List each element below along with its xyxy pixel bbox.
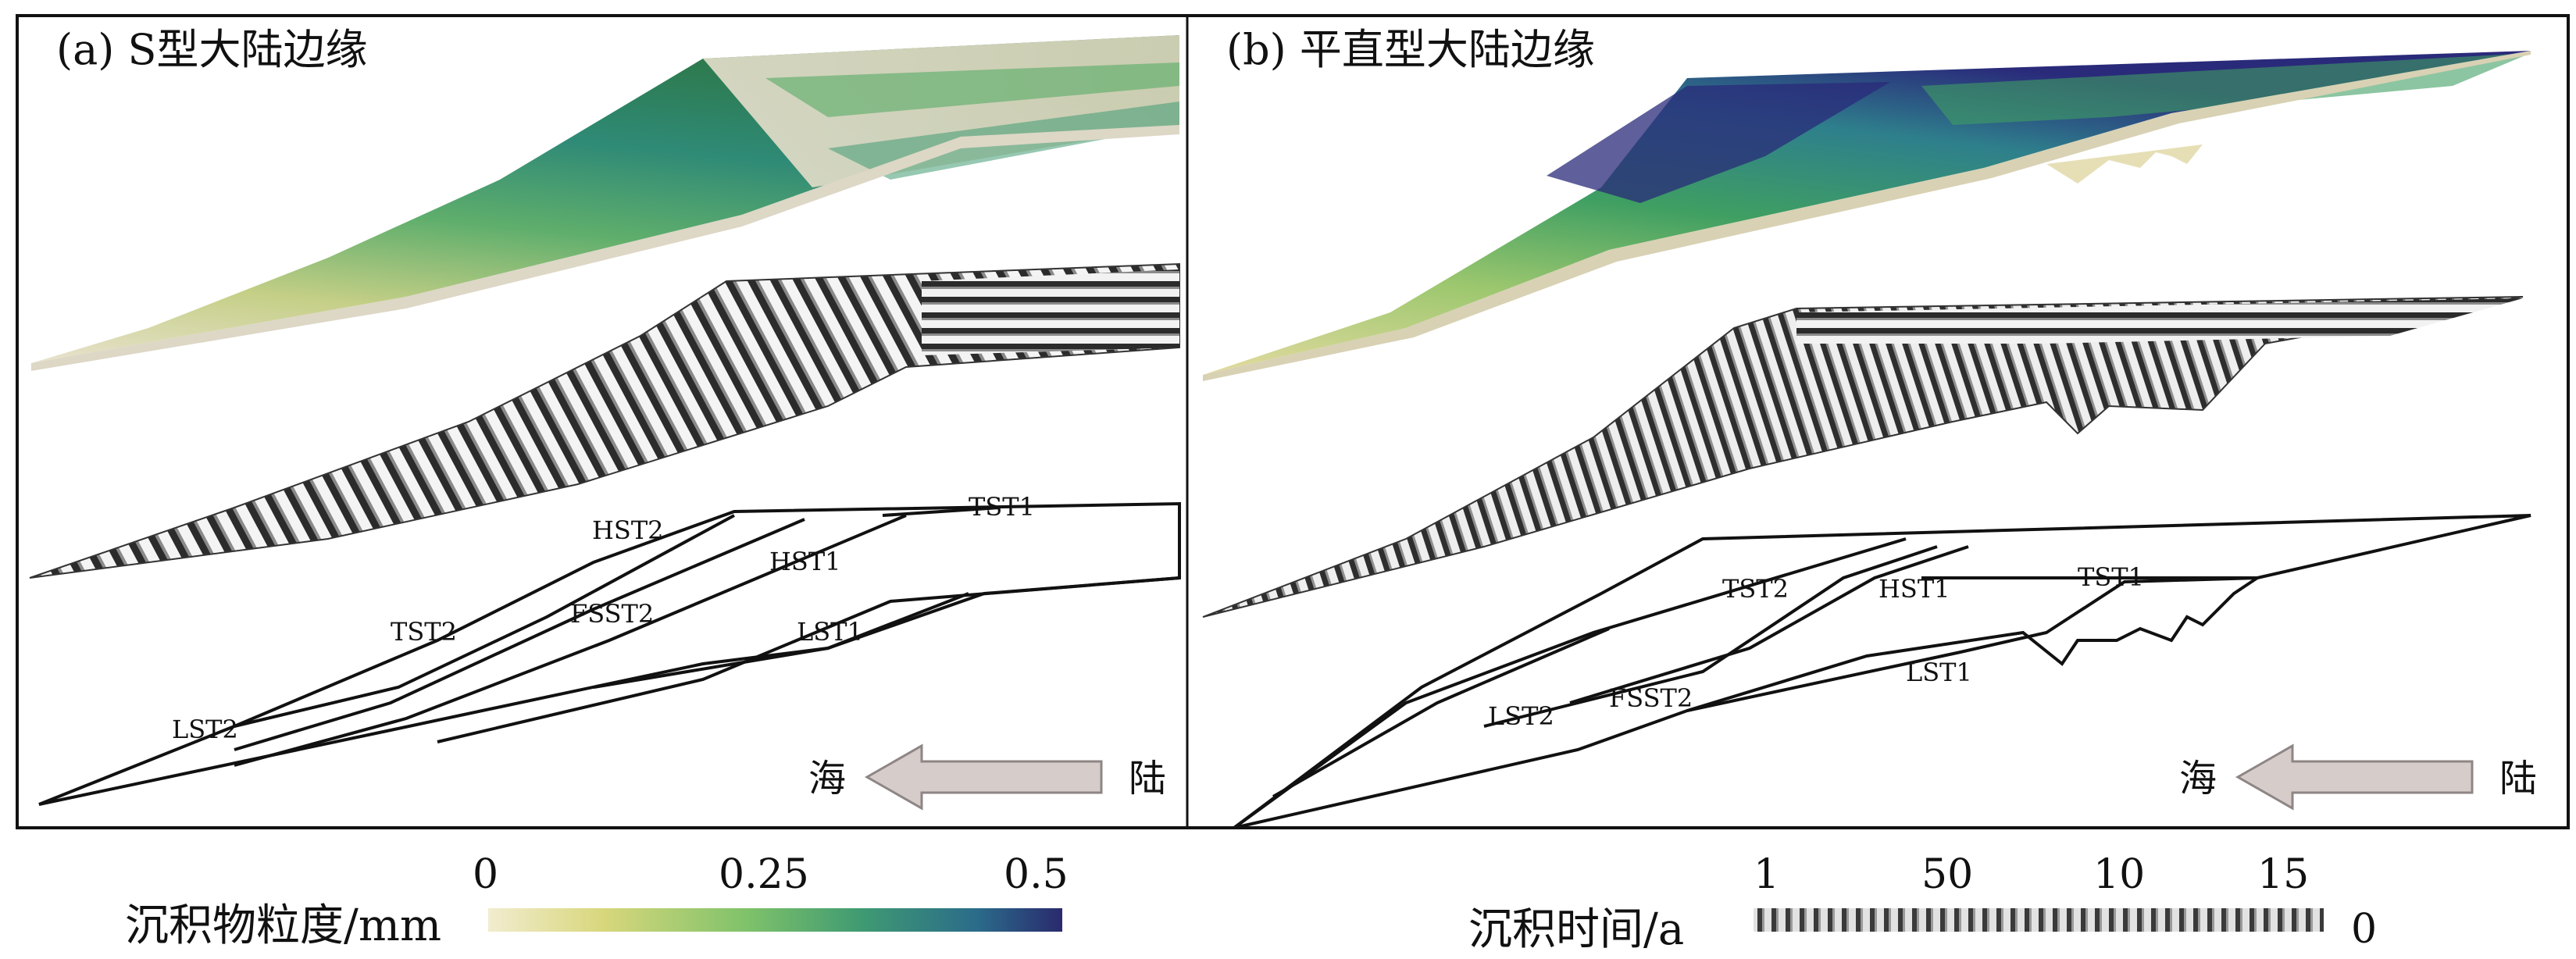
figure-frame	[16, 14, 2570, 829]
grain-colorbar	[488, 908, 1062, 932]
grain-legend	[488, 908, 1062, 932]
panel-b-label-tst2: TST2	[1722, 574, 1789, 604]
time-tick-50: 50	[1921, 851, 1974, 898]
panel-a-label-hst2: HST2	[592, 515, 664, 545]
time-tick-15: 15	[2257, 851, 2310, 898]
panel-b-title: (b) 平直型大陆边缘	[1226, 25, 1595, 74]
time-legend	[1754, 908, 2324, 932]
panel-a-time-block	[29, 262, 1180, 579]
panel-a-direction-arrow	[864, 743, 1103, 811]
panel-b-tract-outline	[1233, 514, 2531, 829]
panel-b-sea-label: 海	[2179, 757, 2217, 800]
panel-a-label-tst2: TST2	[391, 617, 457, 647]
panel-b-grain-block	[1203, 51, 2531, 381]
time-stripe-bar	[1754, 908, 2324, 932]
panel-b-label-fsst2: FSST2	[1609, 683, 1693, 713]
time-legend-label: 沉积时间/a	[1468, 904, 1685, 955]
panel-b-label-lst2: LST2	[1488, 701, 1554, 731]
time-tick-1: 1	[1754, 851, 1780, 898]
panel-b: (b) 平直型大陆边缘 TST2 HST1 TST1 LST2 FSST2 LS…	[1202, 25, 2537, 829]
panel-a-title: (a) S型大陆边缘	[56, 25, 368, 74]
panel-b-label-lst1: LST1	[1906, 658, 1972, 687]
panel-b-land-label: 陆	[2499, 757, 2537, 800]
grain-tick-025: 0.25	[719, 851, 809, 898]
panel-a-label-tst1: TST1	[969, 492, 1035, 522]
panel-a-land-label: 陆	[1129, 757, 1166, 800]
panel-a-label-hst1: HST1	[769, 547, 841, 576]
time-tick-10: 10	[2093, 851, 2146, 898]
grain-legend-label: 沉积物粒度/mm	[125, 900, 442, 951]
panel-b-direction-arrow	[2235, 743, 2474, 811]
grain-tick-05: 0.5	[1004, 851, 1069, 898]
panel-a: (a) S型大陆边缘 HST2 TST1 HST1 TST2 FSST2 LST…	[29, 25, 1181, 811]
panel-a-label-fsst2: FSST2	[570, 599, 654, 629]
panel-a-tract-outline	[38, 501, 1181, 806]
panel-b-time-block	[1202, 296, 2524, 618]
panel-a-label-lst1: LST1	[797, 617, 863, 647]
panel-b-label-tst1: TST1	[2078, 562, 2144, 592]
panel-a-label-lst2: LST2	[172, 715, 238, 744]
panel-a-grain-block	[31, 35, 1179, 371]
panel-b-label-hst1: HST1	[1878, 574, 1950, 604]
panel-a-sea-label: 海	[808, 757, 846, 800]
grain-tick-0: 0	[473, 851, 499, 898]
time-tick-end: 0	[2351, 906, 2378, 953]
